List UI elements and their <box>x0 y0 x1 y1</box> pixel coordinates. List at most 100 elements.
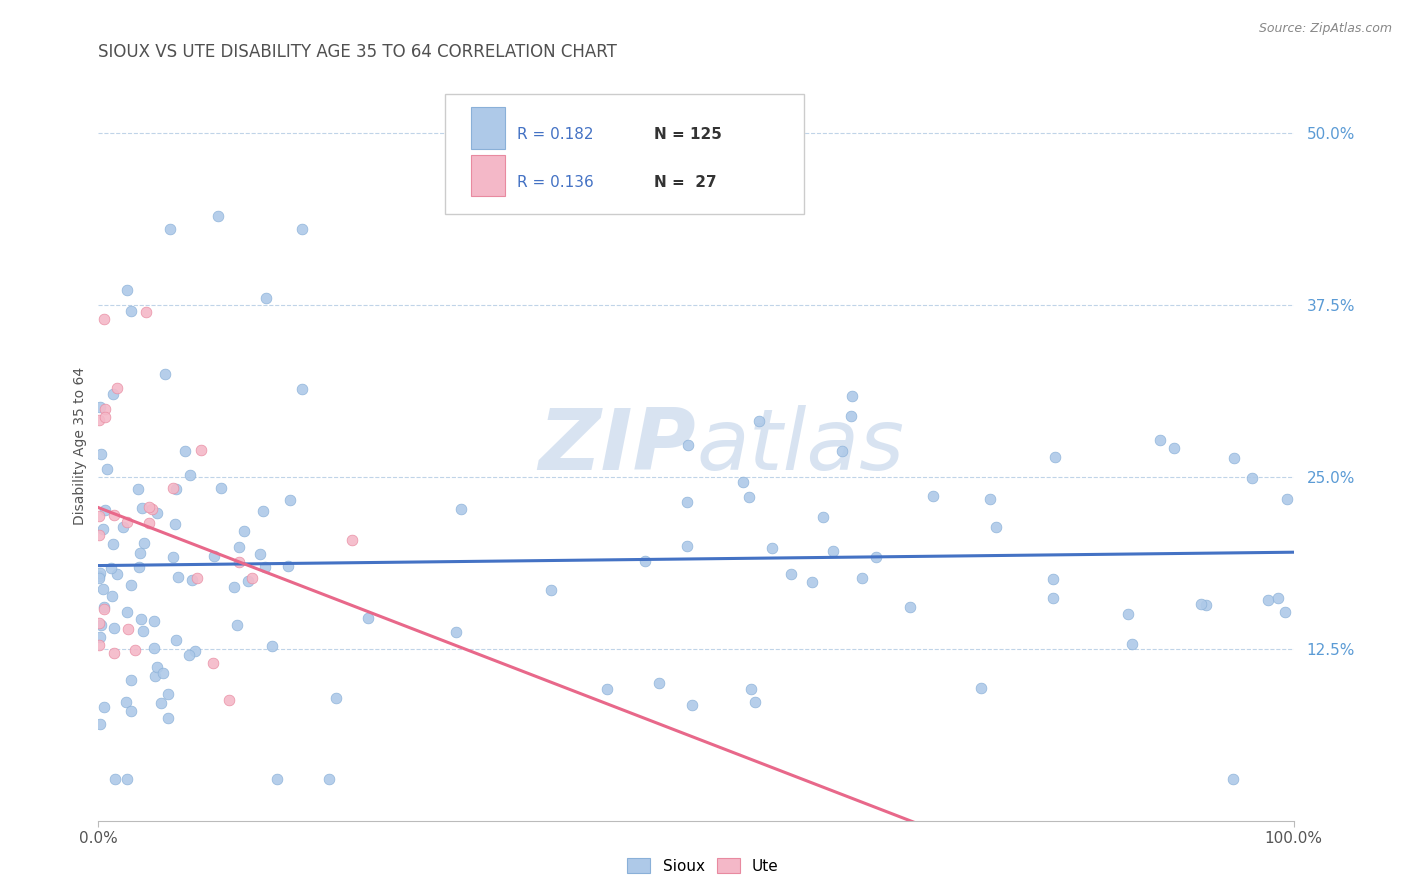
Legend: Sioux, Ute: Sioux, Ute <box>621 852 785 880</box>
Point <box>152 665 174 680</box>
Point <box>115 695 138 709</box>
Point <box>146 660 169 674</box>
Point <box>181 574 204 588</box>
Point <box>153 367 176 381</box>
Point <box>675 539 697 553</box>
Point <box>1267 591 1289 605</box>
Point <box>127 483 149 497</box>
Point <box>94 401 117 416</box>
Point <box>676 495 699 509</box>
Point <box>186 571 208 585</box>
Point <box>162 482 184 496</box>
Point <box>209 482 232 496</box>
Point <box>143 669 166 683</box>
Point <box>117 622 139 636</box>
Point <box>831 444 853 458</box>
Point <box>94 502 117 516</box>
Point <box>129 612 152 626</box>
Point <box>252 504 274 518</box>
Point <box>184 644 207 658</box>
Point <box>179 467 201 482</box>
Point <box>1043 450 1066 464</box>
Point <box>277 558 299 573</box>
Point <box>780 567 803 582</box>
Point <box>120 705 142 719</box>
Point <box>131 624 153 639</box>
Point <box>676 438 699 452</box>
Point <box>135 305 157 319</box>
Point <box>89 400 111 414</box>
Point <box>120 673 142 687</box>
Point <box>444 624 467 639</box>
Point <box>103 508 125 523</box>
Point <box>823 544 845 558</box>
Point <box>173 444 195 458</box>
Point <box>89 630 111 644</box>
Point <box>800 574 823 589</box>
Point <box>1121 637 1143 651</box>
Point <box>91 582 114 597</box>
Point <box>87 413 110 427</box>
Point <box>648 676 671 690</box>
Point <box>733 475 755 489</box>
Point <box>94 409 117 424</box>
Point <box>744 695 766 709</box>
Point <box>101 537 124 551</box>
Point <box>177 648 200 662</box>
Point <box>984 520 1007 534</box>
Point <box>100 560 122 574</box>
Point <box>450 501 472 516</box>
Point <box>115 605 138 619</box>
Point <box>202 549 225 563</box>
Point <box>865 549 887 564</box>
Point <box>89 566 111 580</box>
Point <box>979 491 1001 506</box>
Point <box>839 409 862 423</box>
Point <box>969 681 991 696</box>
Point <box>156 711 179 725</box>
Point <box>596 682 619 697</box>
Point <box>167 570 190 584</box>
Point <box>1274 605 1296 619</box>
Point <box>254 559 277 574</box>
Point <box>107 381 129 395</box>
Point <box>841 389 863 403</box>
Point <box>681 698 703 712</box>
Point <box>101 387 124 401</box>
Point <box>202 657 225 671</box>
Point <box>115 772 138 786</box>
Point <box>851 571 873 585</box>
Point <box>291 222 314 236</box>
FancyBboxPatch shape <box>471 154 505 195</box>
Point <box>120 304 142 318</box>
Y-axis label: Disability Age 35 to 64: Disability Age 35 to 64 <box>73 367 87 525</box>
Point <box>540 582 562 597</box>
Point <box>93 600 115 615</box>
Point <box>1241 471 1264 485</box>
Point <box>291 382 314 396</box>
Point <box>103 646 125 660</box>
Point <box>163 516 186 531</box>
Point <box>738 490 761 504</box>
FancyBboxPatch shape <box>471 107 505 149</box>
Point <box>1222 772 1244 787</box>
Text: R = 0.136: R = 0.136 <box>517 175 593 190</box>
Point <box>898 599 921 614</box>
Point <box>240 571 263 585</box>
Point <box>159 222 181 236</box>
Point <box>129 546 152 560</box>
Point <box>138 500 160 514</box>
Point <box>1116 607 1139 622</box>
Point <box>1042 591 1064 605</box>
Point <box>357 610 380 624</box>
Point <box>266 772 288 787</box>
Point <box>1257 593 1279 607</box>
Text: N =  27: N = 27 <box>654 175 717 190</box>
Point <box>218 693 240 707</box>
Point <box>93 311 115 326</box>
Point <box>634 554 657 568</box>
Point <box>89 717 111 731</box>
Point <box>190 443 212 458</box>
Point <box>811 510 834 524</box>
Point <box>93 699 115 714</box>
